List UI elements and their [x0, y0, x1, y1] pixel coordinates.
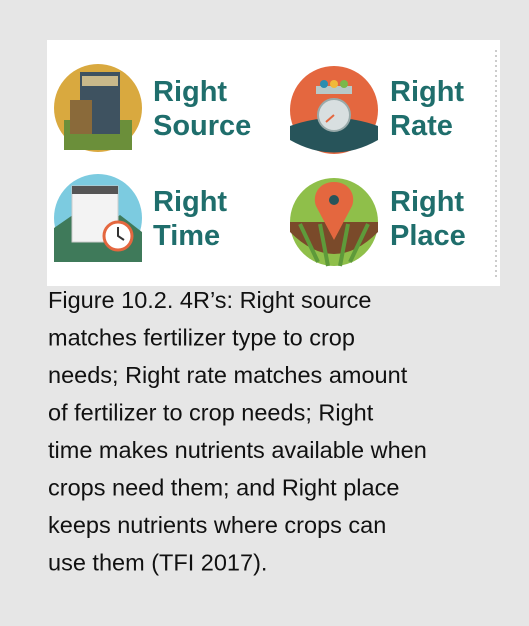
source-icon — [54, 64, 142, 152]
panel-label: Place — [390, 220, 466, 252]
caption-line: needs; Right rate matches amount — [48, 362, 408, 388]
caption-line: Figure 10.2. 4R’s: Right source — [48, 287, 372, 313]
panel-label: Rate — [390, 110, 453, 142]
caption-line: keeps nutrients where crops can — [48, 512, 386, 538]
caption: Figure 10.2. 4R’s: Right source matches f… — [48, 287, 427, 576]
caption-line: time makes nutrients available when — [48, 437, 427, 463]
panel-label: Source — [153, 110, 251, 142]
panel-label: Right — [153, 76, 227, 108]
caption-line: crops need them; and Right place — [48, 475, 399, 501]
panel-label: Time — [153, 220, 220, 252]
panel-label: Right — [390, 76, 464, 108]
caption-line: use them (TFI 2017). — [48, 550, 267, 576]
rate-icon — [290, 66, 378, 154]
place-icon — [290, 178, 378, 267]
panel-label: Right — [153, 186, 227, 218]
caption-line: matches fertilizer type to crop — [48, 325, 355, 351]
caption-line: of fertilizer to crop needs; Right — [48, 400, 374, 426]
panel-label: Right — [390, 186, 464, 218]
time-icon — [54, 174, 142, 262]
